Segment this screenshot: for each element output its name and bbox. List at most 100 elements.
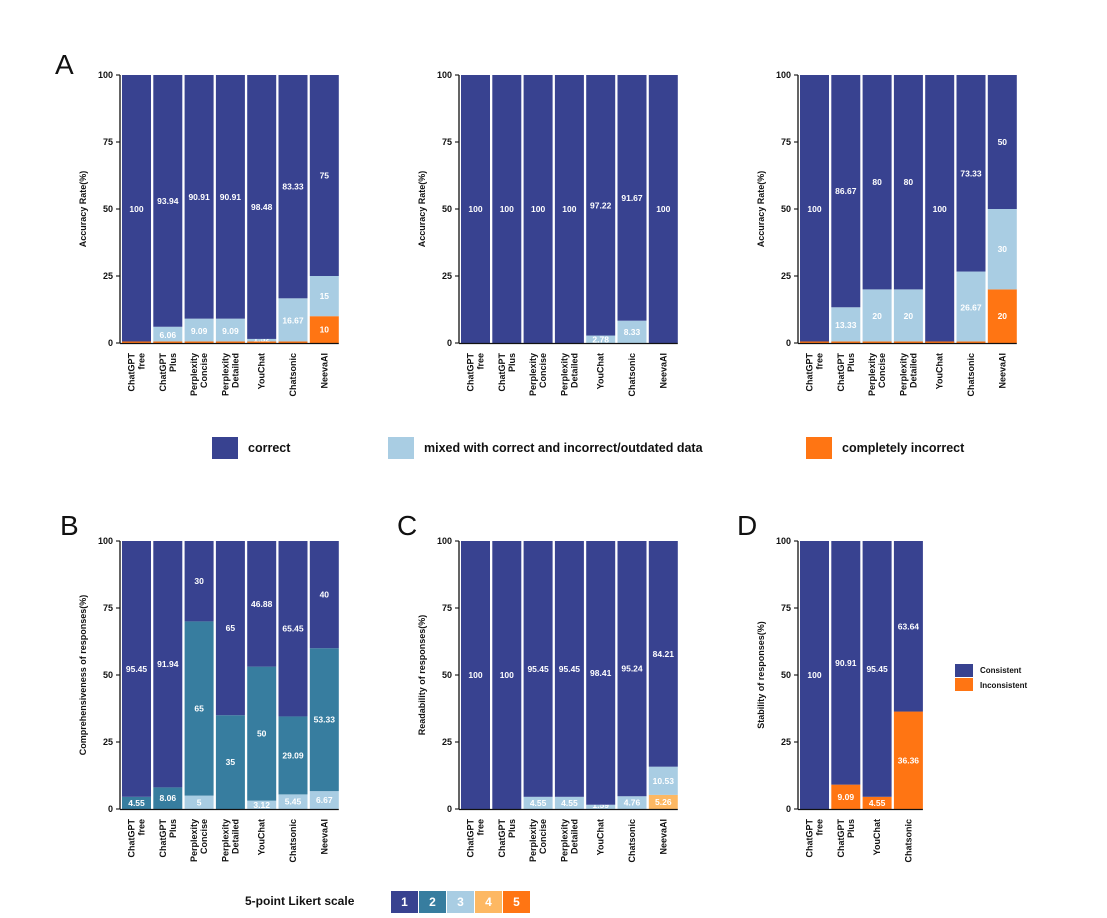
bar-segment [893,75,923,290]
bar-value-label: 4.55 [561,798,578,808]
bar-segment [278,75,308,299]
bar-value-label: 6.67 [316,795,333,805]
bar-value-label: 4.55 [530,798,547,808]
bar-value-label: 100 [500,204,514,214]
bar-value-label: 84.21 [653,649,675,659]
bar-value-label: 100 [468,204,482,214]
y-tick-label: 25 [103,737,113,747]
y-tick-label: 100 [437,536,452,546]
bar-value-label: 2.78 [592,334,609,344]
bar-value-label: 98.48 [251,202,273,212]
legend-swatch-consistent [955,664,973,677]
y-tick-label: 75 [442,137,452,147]
category-label: PerplexityConcise [867,353,887,396]
bar-value-label: 9.09 [222,326,239,336]
panel-label-a: A [55,49,74,80]
accuracy-legend: correct mixed with correct and incorrect… [212,437,965,459]
category-label: PerplexityDetailed [559,353,579,396]
bar-segment [648,541,678,767]
y-tick-label: 0 [447,338,452,348]
bar-value-label: 8.33 [624,327,641,337]
bar-segment [554,75,584,343]
y-tick-label: 50 [103,670,113,680]
bar-segment [122,75,151,343]
bar-segment [309,316,339,343]
bar-value-label: 30 [194,576,204,586]
bar-value-label: 91.94 [157,659,179,669]
category-label: ChatGPTPlus [158,353,178,392]
category-label: NeevaAI [319,819,329,855]
bar-value-label: 83.33 [282,182,304,192]
bar-baseline-marker [122,341,151,343]
bar-segment [586,541,616,805]
category-label: ChatGPTfree [466,819,486,858]
bar-value-label: 5.45 [285,797,302,807]
bar-value-label: 95.45 [527,664,549,674]
bar-value-label: 100 [656,204,670,214]
legend-swatch-inconsistent [955,678,973,691]
bar-segment [184,318,214,343]
y-tick-label: 50 [442,204,452,214]
category-label: YouChat [257,353,267,389]
category-label: PerplexityDetailed [559,819,579,862]
bar-value-label: 100 [807,670,821,680]
category-label: PerplexityConcise [528,819,548,862]
bar-segment [800,75,829,343]
bar-segment [309,75,339,276]
bar-segment [184,795,214,809]
y-tick-label: 25 [442,271,452,281]
bar-segment [925,75,955,343]
bar-value-label: 16.67 [282,316,304,326]
bar-segment [987,209,1017,290]
bar-value-label: 15 [320,291,330,301]
bar-value-label: 20 [904,311,914,321]
bar-value-label: 9.09 [838,792,855,802]
legend-label-mixed: mixed with correct and incorrect/outdate… [424,441,704,455]
bar-segment [184,621,214,796]
bar-segment [831,784,861,809]
bar-segment [247,338,277,343]
bar-segment [554,541,584,797]
y-tick-label: 100 [98,536,113,546]
y-tick-label: 25 [781,271,791,281]
bar-value-label: 6.06 [160,330,177,340]
category-label: Chatsonic [288,353,298,397]
bar-segment [215,715,245,809]
bar-value-label: 97.22 [590,200,612,210]
bar-value-label: 10 [320,325,330,335]
bar-segment [278,298,308,343]
bar-value-label: 90.91 [835,658,857,668]
y-axis-title: Readability of responses(%) [417,615,427,736]
likert-level-1: 1 [401,895,408,909]
bar-baseline-marker [800,341,829,343]
bar-value-label: 3.12 [253,800,270,810]
likert-swatch-4 [475,891,502,913]
bar-segment [184,541,214,622]
bar-segment [492,541,522,809]
bar-segment [893,289,923,343]
bar-segment [831,75,861,308]
bar-segment [309,648,339,792]
chart-A3: 100 ChatGPTfree 13.33 86.67 ChatGPTPlus 20 80 P… [756,70,1017,397]
likert-swatch-2 [419,891,446,913]
y-tick-label: 100 [776,536,791,546]
bar-value-label: 26.67 [960,302,982,312]
category-label: YouChat [596,819,606,855]
panel-label-d: D [737,510,757,541]
bar-value-label: 65 [194,704,204,714]
bar-value-label: 4.76 [624,798,641,808]
y-tick-label: 100 [98,70,113,80]
bar-value-label: 46.88 [251,599,273,609]
bar-value-label: 10.53 [653,776,675,786]
likert-swatch-3 [447,891,474,913]
bar-segment [893,711,923,809]
bar-segment [461,541,490,809]
bar-segment [309,276,339,317]
bar-baseline-marker [184,341,214,343]
legend-label-incorrect: completely incorrect [842,441,965,455]
y-tick-label: 100 [776,70,791,80]
bar-value-label: 20 [872,311,882,321]
category-label: Chatsonic [966,353,976,397]
bar-value-label: 90.91 [220,192,242,202]
